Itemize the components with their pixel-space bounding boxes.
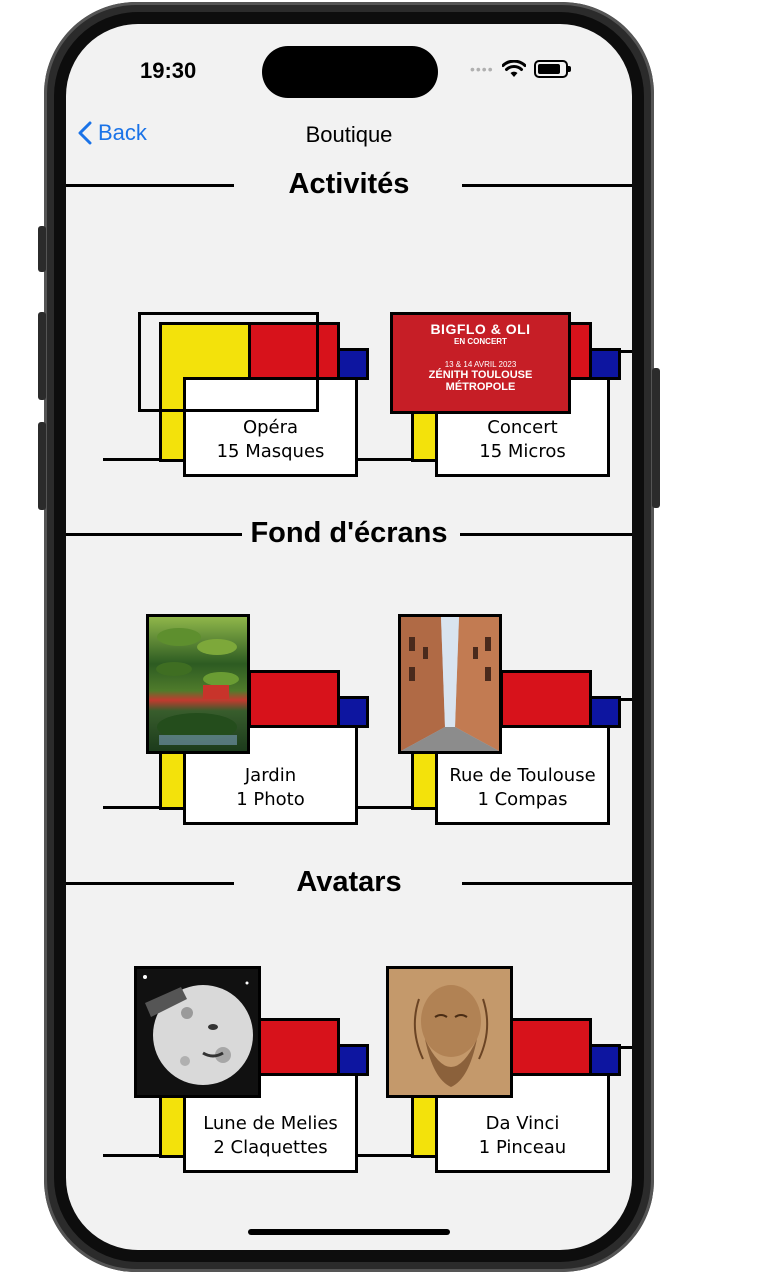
status-icons: •••• [470,60,571,78]
red-block [500,670,592,728]
item-cost: 1 Pinceau [478,1137,567,1158]
poster-venue: ZÉNITH TOULOUSE MÉTROPOLE [428,369,533,393]
wifi-icon [501,60,526,77]
section-divider-left [66,184,234,187]
blue-block [337,348,369,380]
blue-block [337,1044,369,1076]
chevron-left-icon [78,121,92,145]
garden-photo-thumbnail [146,614,250,754]
card-line [103,458,187,461]
blue-block [589,348,621,380]
item-cost: 15 Micros [479,441,566,462]
item-cost: 2 Claquettes [213,1137,328,1158]
section-divider-right [462,882,632,885]
nav-title: Boutique [305,122,393,147]
volume-down-button [38,422,46,510]
card-line [355,1154,439,1157]
poster-subtitle: EN CONCERT [454,337,507,346]
back-label: Back [98,120,147,145]
battery-icon [533,60,571,78]
shop-card-concert[interactable]: Concert 15 Micros BIGFLO & OLI EN CONCER… [355,310,632,500]
screen: 19:30 •••• Back Boutique Activités Opéra… [66,24,632,1250]
red-block [258,1018,340,1076]
shop-card-rue-de-toulouse[interactable]: Rue de Toulouse 1 Compas [355,610,632,825]
blue-block [589,1044,621,1076]
volume-up-button [38,312,46,400]
shop-card-opera[interactable]: Opéra 15 Masques [103,310,369,500]
card-line [355,806,439,809]
card-line [103,1154,187,1157]
street-image [401,617,499,751]
moon-avatar-thumbnail [134,966,261,1098]
garden-image [156,628,239,745]
poster-date: 13 & 14 AVRIL 2023 [444,360,517,369]
shop-card-lune-de-melies[interactable]: Lune de Melies 2 Claquettes [103,958,369,1173]
item-cost: 1 Photo [236,789,305,810]
item-name: Jardin [244,765,297,786]
mute-switch [38,226,46,272]
street-photo-thumbnail [398,614,502,754]
section-title-activites: Activités [288,168,410,200]
red-block [510,1018,592,1076]
card-line [355,458,439,461]
back-button[interactable]: Back [78,120,147,146]
concert-poster-thumbnail: BIGFLO & OLI EN CONCERT 13 & 14 AVRIL 20… [390,312,571,414]
shop-card-da-vinci[interactable]: Da Vinci 1 Pinceau [355,958,632,1173]
item-name: Opéra [242,417,299,438]
blue-block [589,696,621,728]
card-label: Rue de Toulouse 1 Compas [435,725,610,825]
moon-image [143,975,253,1085]
card-label: Opéra 15 Masques [183,377,358,477]
home-indicator[interactable] [248,1229,450,1235]
outline-frame [138,312,319,412]
section-divider-right [460,533,632,536]
section-title-avatars: Avatars [296,866,402,898]
section-divider-left [66,533,242,536]
poster-title: BIGFLO & OLI [430,321,531,337]
dynamic-island [262,46,438,98]
item-cost: 15 Masques [216,441,325,462]
card-line [103,806,187,809]
section-divider-left [66,882,234,885]
section-divider-right [462,184,632,187]
shop-card-jardin[interactable]: Jardin 1 Photo [103,610,369,825]
red-block [248,670,340,728]
da-vinci-avatar-thumbnail [386,966,513,1098]
item-cost: 1 Compas [477,789,568,810]
item-name: Da Vinci [485,1113,560,1134]
section-title-fond-ecrans: Fond d'écrans [250,517,448,549]
status-time: 19:30 [140,58,197,83]
blue-block [337,696,369,728]
item-name: Lune de Melies [203,1113,338,1134]
signal-dots-icon: •••• [470,61,494,77]
item-name: Rue de Toulouse [449,765,596,786]
da-vinci-image [389,969,510,1095]
power-button [652,368,660,508]
item-name: Concert [487,417,558,438]
card-label: Concert 15 Micros [435,377,610,477]
